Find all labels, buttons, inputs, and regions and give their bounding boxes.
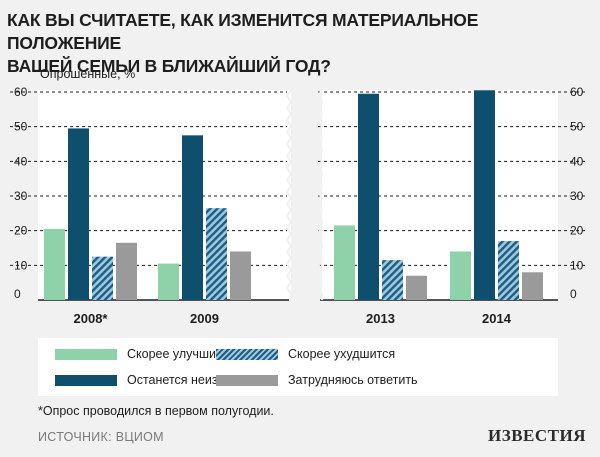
y-tick-label-right: 60 (570, 85, 584, 99)
y-tick-label-right: 50 (570, 120, 584, 134)
y-tick-label-right: 30 (570, 189, 584, 203)
y-axis-label: Опрошенные, % (40, 67, 135, 81)
bar-hard-2009 (230, 251, 251, 300)
x-tick-label: 2009 (190, 311, 219, 326)
legend-label-worsen: Скорее ухудшится (288, 347, 396, 361)
bar-unchanged-2009 (182, 135, 203, 300)
axis-break (285, 89, 324, 300)
bar-unchanged-2014 (474, 90, 495, 301)
y-tick-label-right: 40 (570, 154, 584, 168)
axis-break-left-edge (285, 89, 293, 300)
x-axis-labels: 2008* 2009 2013 2014 (74, 311, 512, 326)
y-tick-label-right: 10 (570, 258, 584, 272)
source-note: ИСТОЧНИК: ВЦИОМ (38, 430, 164, 444)
y-tick-label-left: 10 (14, 258, 28, 272)
bar-improve-2013 (334, 225, 355, 300)
legend-item-hard: Затрудняюсь ответить (216, 373, 418, 387)
legend-label-improve: Скорее улучшится (127, 347, 235, 361)
legend-swatch-improve (55, 348, 117, 360)
legend-swatch-hard (216, 374, 278, 386)
y-axis-ticks: 0 0 10 10 20 20 30 30 40 40 50 50 60 60 (14, 85, 584, 301)
legend-item-worsen: Скорее ухудшится (216, 347, 395, 361)
bar-improve-2014 (450, 251, 471, 300)
bar-hard-2013 (406, 275, 427, 300)
legend: Скорее улучшится Скорее ухудшится Остане… (38, 338, 558, 396)
axis-break-right-edge (316, 89, 324, 300)
bar-hard-2008 (116, 242, 137, 300)
legend-label-hard: Затрудняюсь ответить (288, 373, 418, 387)
y-tick-label-right: 0 (570, 287, 577, 301)
bar-improve-2009 (158, 263, 179, 300)
y-tick-label-left: 40 (14, 154, 28, 168)
bar-worsen-2008 (92, 256, 113, 300)
bar-unchanged-2008 (68, 128, 89, 300)
bar-worsen-2014 (498, 241, 519, 300)
y-tick-label-left: 50 (14, 120, 28, 134)
right-plot-panel (322, 90, 558, 300)
bar-hard-2014 (522, 272, 543, 300)
legend-item-improve: Скорее улучшится (55, 347, 235, 361)
y-tick-label-left: 20 (14, 224, 28, 238)
bar-unchanged-2013 (358, 93, 379, 300)
legend-swatch-worsen (216, 348, 278, 360)
y-tick-label-left: 60 (14, 85, 28, 99)
y-tick-label-right: 20 (570, 224, 584, 238)
chart-title-line-1: КАК ВЫ СЧИТАЕТЕ, КАК ИЗМЕНИТСЯ МАТЕРИАЛЬ… (7, 10, 479, 53)
legend-swatch-unchanged (55, 374, 117, 386)
bar-worsen-2009 (206, 208, 227, 300)
chart-title: КАК ВЫ СЧИТАЕТЕ, КАК ИЗМЕНИТСЯ МАТЕРИАЛЬ… (7, 9, 567, 78)
x-tick-label: 2014 (482, 311, 512, 326)
x-tick-label: 2008* (74, 311, 109, 326)
footnote: *Опрос проводился в первом полугодии. (38, 404, 274, 418)
bar-chart: Опрошенные, % 0 0 10 10 20 20 30 30 40 40 50 50 60 60… (10, 67, 585, 326)
y-tick-label-left: 0 (14, 287, 21, 301)
bars (44, 90, 543, 301)
chart-title-line-2: ВАШЕЙ СЕМЬИ В БЛИЖАЙШИЙ ГОД? (7, 56, 331, 76)
bar-worsen-2013 (382, 260, 403, 300)
bar-improve-2008 (44, 228, 65, 300)
y-tick-label-left: 30 (14, 189, 28, 203)
x-tick-label: 2013 (366, 311, 395, 326)
brand-logo: ИЗВЕСТИЯ (488, 426, 586, 445)
